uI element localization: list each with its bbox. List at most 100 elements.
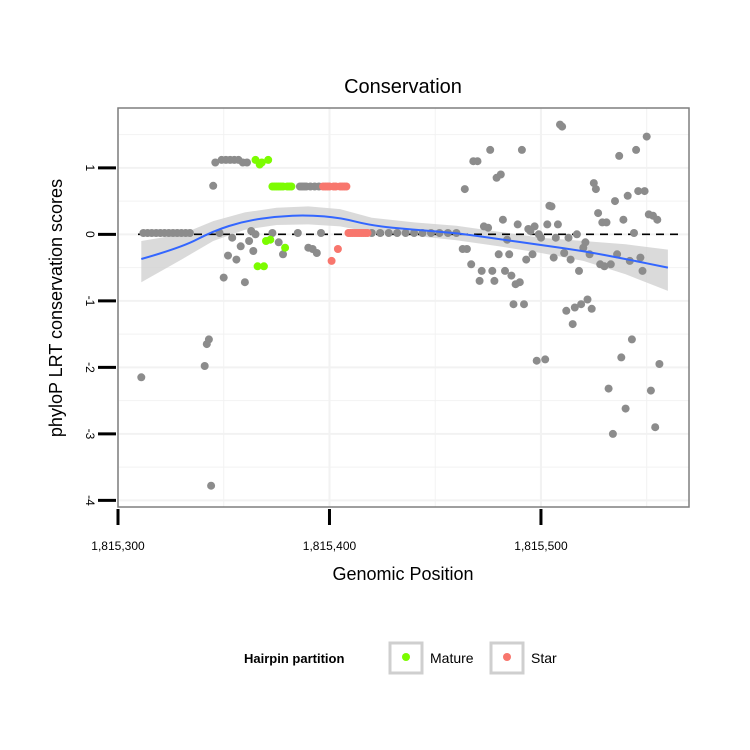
point-other bbox=[484, 223, 493, 232]
point-other bbox=[393, 229, 402, 237]
point-other bbox=[543, 220, 552, 229]
point-other bbox=[642, 132, 651, 141]
point-other bbox=[505, 250, 514, 259]
point-other bbox=[488, 266, 497, 275]
point-other bbox=[621, 404, 630, 413]
point-other bbox=[541, 355, 550, 364]
legend-label-mature: Mature bbox=[430, 650, 474, 666]
point-other bbox=[608, 429, 617, 438]
point-other bbox=[606, 260, 615, 269]
point-other bbox=[583, 295, 592, 304]
point-other bbox=[611, 197, 619, 206]
point-other bbox=[219, 273, 228, 282]
point-other bbox=[591, 185, 600, 194]
point-other bbox=[494, 250, 503, 259]
legend-marker-mature bbox=[402, 653, 410, 661]
point-other bbox=[401, 229, 410, 237]
y-tick-label: -4 bbox=[83, 495, 97, 506]
point-other bbox=[617, 353, 626, 362]
point-other bbox=[602, 218, 611, 227]
point-other bbox=[509, 300, 518, 309]
point-other bbox=[522, 255, 531, 264]
point-other bbox=[553, 220, 562, 229]
point-other bbox=[473, 157, 482, 166]
point-other bbox=[570, 303, 579, 312]
point-other bbox=[501, 266, 509, 275]
x-tick-label: 1,815,400 bbox=[303, 539, 357, 553]
point-other bbox=[587, 304, 596, 313]
point-other bbox=[249, 247, 258, 255]
point-other bbox=[317, 229, 325, 237]
point-other bbox=[632, 145, 641, 154]
point-other bbox=[224, 251, 232, 260]
point-other bbox=[640, 187, 649, 196]
point-other bbox=[498, 215, 507, 224]
point-other bbox=[211, 158, 220, 167]
y-axis: -4 -3 -2 -1 0 1 bbox=[83, 164, 116, 506]
point-star bbox=[333, 245, 342, 253]
point-mature bbox=[259, 262, 268, 271]
point-other bbox=[462, 245, 471, 253]
point-other bbox=[513, 220, 522, 229]
x-tick-label: 1,815,500 bbox=[514, 539, 568, 553]
series-mature bbox=[251, 155, 296, 271]
plot-panel bbox=[117, 107, 690, 508]
x-tick-label: 1,815,300 bbox=[91, 539, 145, 553]
x-axis-title: Genomic Position bbox=[332, 564, 473, 584]
point-other bbox=[560, 249, 569, 257]
point-other bbox=[312, 249, 321, 257]
legend-item-mature: Mature bbox=[388, 641, 474, 675]
point-other bbox=[589, 179, 598, 188]
legend-label-star: Star bbox=[531, 650, 557, 666]
point-other bbox=[651, 423, 660, 432]
point-other bbox=[549, 253, 558, 262]
point-mature bbox=[281, 243, 290, 252]
point-other bbox=[655, 360, 664, 368]
point-other bbox=[410, 229, 419, 237]
point-other bbox=[638, 266, 647, 275]
point-other bbox=[566, 255, 575, 264]
legend-title: Hairpin partition bbox=[244, 651, 344, 666]
x-axis: 1,815,300 1,815,400 1,815,500 bbox=[91, 509, 568, 553]
point-other bbox=[240, 278, 249, 287]
point-other bbox=[532, 356, 541, 365]
point-star bbox=[363, 229, 372, 237]
point-other bbox=[207, 481, 216, 490]
point-other bbox=[236, 242, 245, 251]
point-other bbox=[594, 209, 603, 218]
point-other bbox=[376, 229, 385, 237]
point-other bbox=[630, 229, 638, 237]
series-star bbox=[319, 182, 372, 265]
panel-border bbox=[117, 107, 690, 508]
point-other bbox=[274, 238, 283, 247]
point-other bbox=[185, 229, 194, 237]
point-other bbox=[232, 255, 241, 264]
point-other bbox=[551, 233, 560, 242]
point-other bbox=[490, 276, 499, 285]
point-other bbox=[572, 230, 581, 239]
point-other bbox=[646, 386, 655, 395]
point-other bbox=[653, 215, 662, 224]
point-other bbox=[575, 266, 583, 275]
point-other bbox=[517, 145, 526, 154]
point-other bbox=[204, 335, 213, 344]
point-other bbox=[562, 306, 571, 315]
point-mature bbox=[253, 262, 262, 271]
point-other bbox=[268, 229, 277, 237]
point-mature bbox=[257, 158, 266, 167]
point-other bbox=[577, 300, 586, 309]
point-other bbox=[507, 271, 516, 280]
point-other bbox=[251, 230, 260, 239]
point-other bbox=[581, 238, 590, 247]
point-other bbox=[558, 122, 567, 131]
point-other bbox=[137, 373, 146, 382]
y-tick-label: -2 bbox=[83, 362, 97, 373]
point-other bbox=[627, 335, 636, 344]
smooth-fit-line bbox=[141, 214, 669, 269]
point-other bbox=[496, 170, 505, 179]
point-mature bbox=[287, 182, 296, 191]
point-other bbox=[564, 233, 573, 242]
point-other bbox=[600, 262, 609, 271]
point-other bbox=[636, 253, 645, 262]
